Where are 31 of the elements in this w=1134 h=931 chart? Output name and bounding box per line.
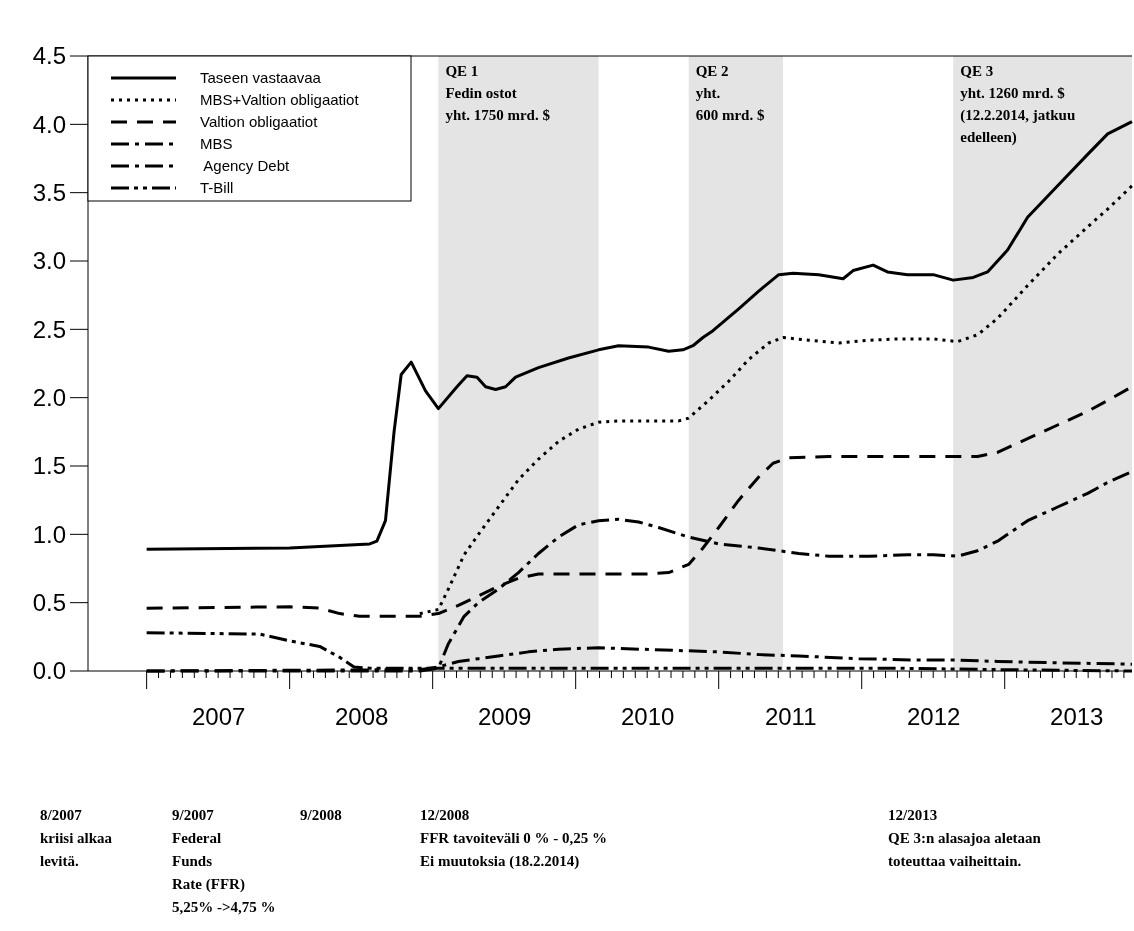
band-label: QE 2 yht. 600 mrd. $ [695, 63, 765, 123]
band-label: QE 1 Fedin ostot yht. 1750 mrd. $ [445, 63, 551, 123]
y-tick-label: 2.5 [32, 315, 66, 343]
x-tick-label: 2013 [1050, 703, 1104, 731]
text: 9/2007 Federal Funds Rate (FFR) 5,25% ->4,75 % [172, 807, 276, 915]
y-tick-label: 3.0 [32, 247, 66, 275]
x-tick-label: 2008 [334, 703, 389, 731]
y-tick-label: 0.5 [32, 589, 66, 617]
y-tick-label: 4.5 [32, 42, 66, 70]
text: 9/2008 [300, 807, 342, 823]
y-tick-label: 2.0 [32, 384, 66, 412]
text: 8/2007 kriisi alkaa levitä. [40, 807, 113, 869]
y-tick-label: 3.5 [32, 179, 66, 207]
x-tick-label: 2010 [620, 703, 675, 731]
y-tick-label: 4.0 [32, 110, 66, 138]
text: 12/2013 QE 3:n alasajoa aletaan toteuttaa vaiheittain. [888, 807, 1042, 869]
x-tick-label: 2009 [477, 703, 532, 731]
legend-label: Agency Debt [200, 157, 291, 175]
y-tick-label: 0.0 [32, 657, 66, 685]
legend-label: T-Bill [200, 179, 234, 197]
legend-label: MBS+Valtion obligaatiot [200, 91, 360, 109]
y-tick-label: 1.5 [32, 452, 66, 480]
band-label: QE 3 yht. 1260 mrd. $ (12.2.2014, jatkuu edelleen) [960, 63, 1076, 146]
text: 12/2008 FFR tavoiteväli 0 % - 0,25 % Ei muutoksia (18.2.2014) [420, 807, 608, 870]
x-tick-label: 2007 [191, 703, 246, 731]
x-tick-label: 2011 [764, 703, 817, 731]
legend-label: MBS [200, 135, 233, 153]
y-tick-label: 1.0 [32, 520, 66, 548]
legend-label: Valtion obligaatiot [200, 113, 319, 131]
x-tick-label: 2012 [907, 703, 961, 731]
legend-label: Taseen vastaavaa [200, 69, 322, 87]
